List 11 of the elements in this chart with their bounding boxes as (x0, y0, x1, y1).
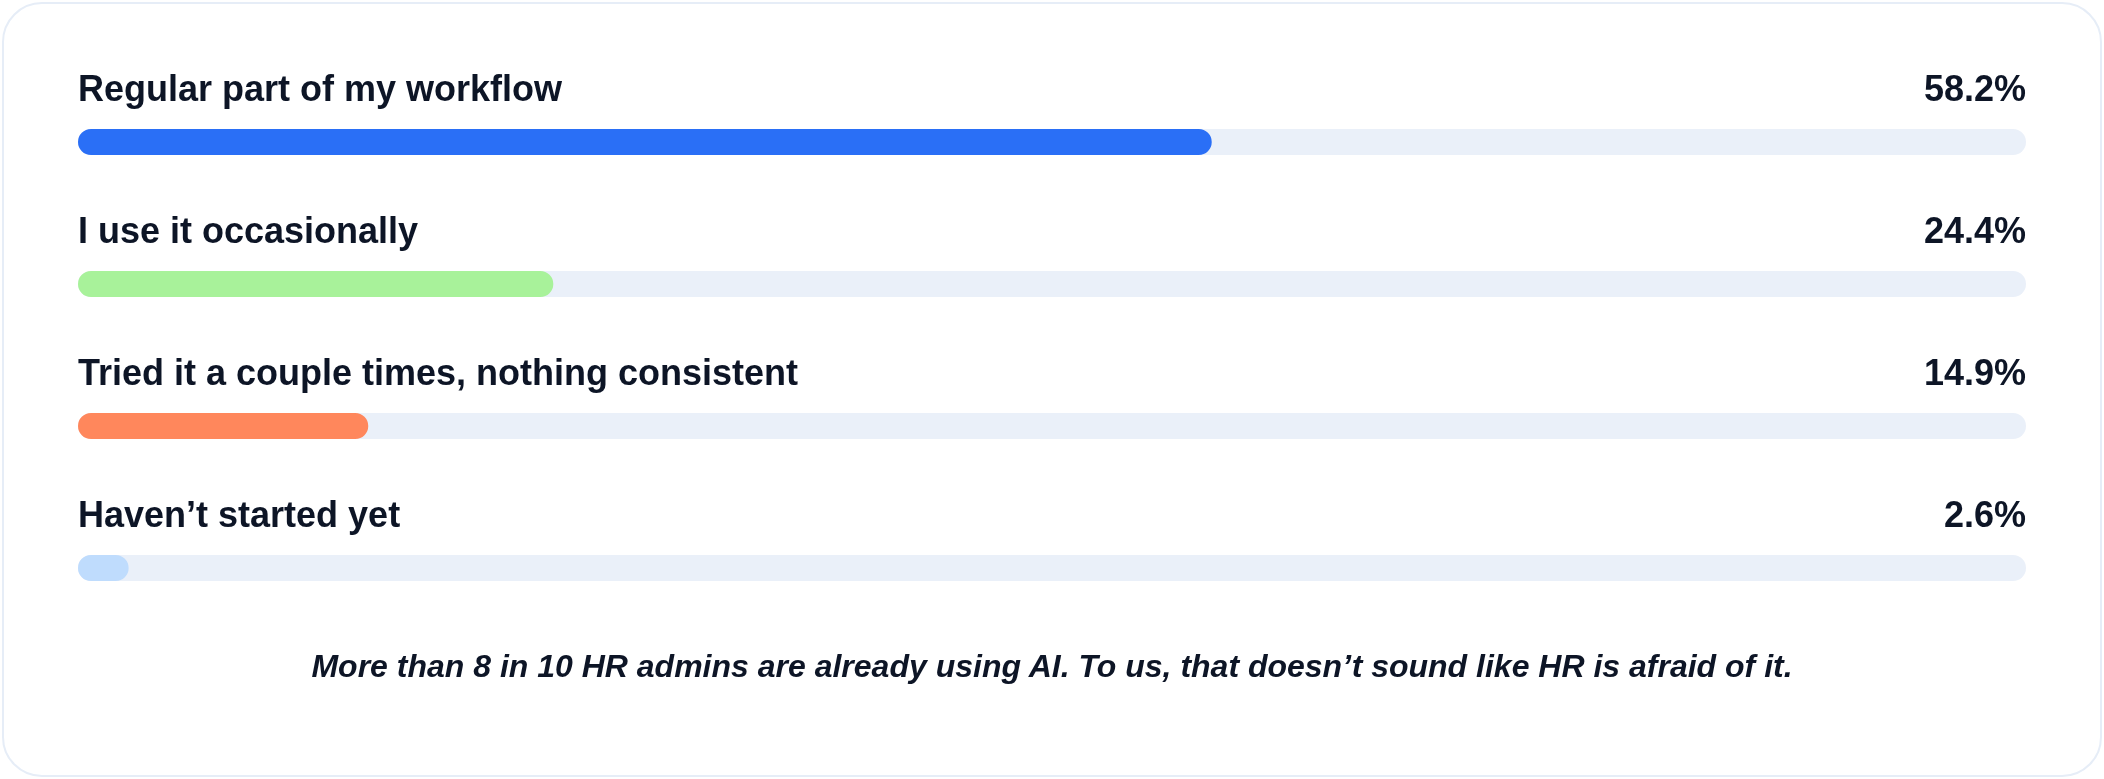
y-tick-label: Haven’t started yet (78, 494, 401, 535)
data-label: 58.2% (1923, 68, 2026, 109)
bar (78, 413, 369, 439)
data-label: 24.4% (1923, 210, 2026, 251)
bar (78, 271, 554, 297)
data-label: 14.9% (1923, 352, 2026, 393)
y-tick-label: Regular part of my workflow (78, 68, 564, 109)
text: More than 8 in 10 HR admins are already using AI. To us, that doesn’t sound like HR is afraid of it. (310, 648, 1794, 685)
y-tick-label: Tried it a couple times, nothing consistent (78, 352, 799, 393)
y-tick-label: I use it occasionally (78, 210, 419, 251)
data-label: 2.6% (1943, 494, 2026, 535)
